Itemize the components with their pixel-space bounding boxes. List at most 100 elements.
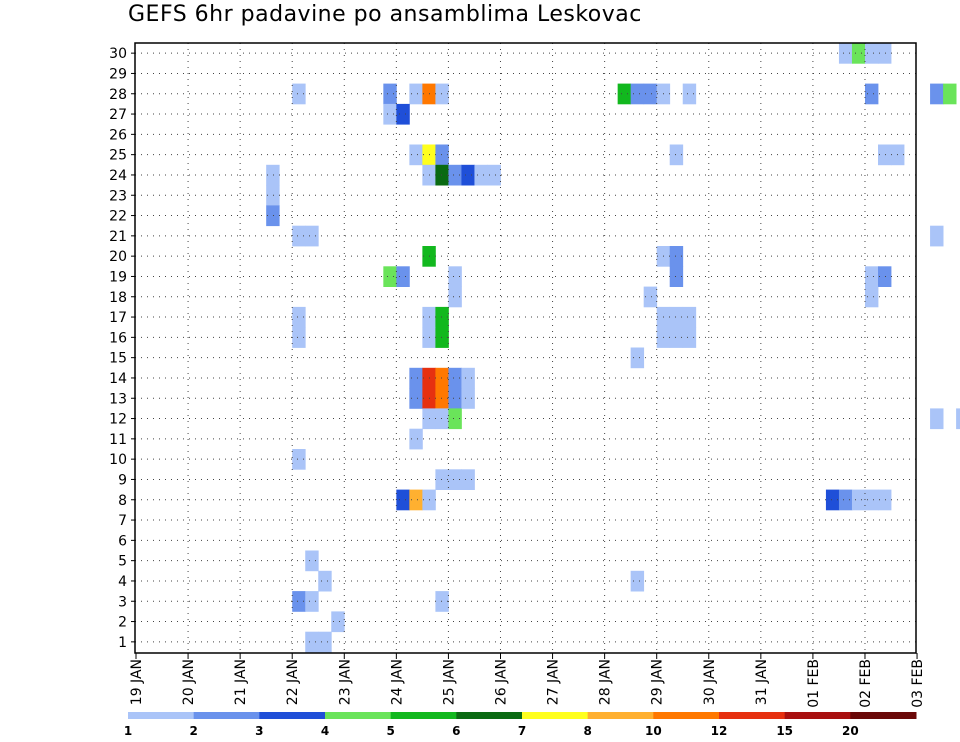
y-tick-label: 28 — [109, 87, 127, 103]
x-tick-label: 25 JAN — [441, 659, 457, 705]
y-tick-label: 6 — [118, 533, 127, 549]
heatmap-cell — [318, 570, 332, 592]
heatmap-cell — [864, 489, 879, 511]
y-tick-label: 21 — [109, 229, 127, 245]
heatmap-cell — [448, 388, 462, 409]
heatmap-cell — [461, 469, 475, 490]
heatmap-cell — [292, 449, 306, 470]
heatmap-cell — [305, 550, 319, 572]
heatmap-cell — [305, 631, 319, 653]
heatmap-cell — [825, 489, 840, 511]
heatmap-cell — [435, 388, 449, 409]
heatmap-cell — [383, 103, 397, 125]
x-axis: 19 JAN 20 JAN 21 JAN 22 JAN 23 JAN 24 JAN 25 J… — [129, 653, 926, 708]
y-tick-label: 17 — [109, 310, 127, 326]
heatmap-cell — [435, 306, 449, 328]
heatmap-cell — [305, 225, 319, 247]
heatmap-cell — [409, 489, 423, 511]
y-axis: 1234567891011121314151617181920212223242… — [109, 46, 135, 651]
colorbar-label: 12 — [711, 724, 728, 738]
heatmap-cell — [630, 347, 645, 369]
heatmap-cell — [617, 83, 632, 105]
heatmap-cell — [305, 591, 319, 612]
colorbar-label: 3 — [255, 724, 263, 738]
colorbar-segment — [390, 712, 457, 719]
heatmap-cell — [682, 83, 697, 105]
colorbar-segment — [719, 712, 786, 719]
colorbar-label: 8 — [583, 724, 591, 738]
y-tick-label: 22 — [109, 209, 127, 225]
y-tick-label: 13 — [109, 391, 127, 407]
grid-lines — [135, 43, 916, 653]
heatmap-cell — [409, 428, 423, 450]
x-tick-label: 20 JAN — [181, 659, 197, 705]
colorbar-label: 7 — [518, 724, 526, 738]
heatmap-cell — [878, 489, 892, 511]
heatmap-cell — [435, 327, 449, 348]
y-tick-label: 3 — [118, 594, 127, 610]
heatmap-cell — [292, 327, 306, 348]
y-tick-label: 18 — [109, 290, 127, 306]
colorbar-segment — [259, 712, 326, 719]
colorbar-label: 20 — [842, 724, 859, 738]
colorbar: 1 2 3 4 5 6 7 8 10 12 15 20 — [124, 712, 917, 738]
x-tick-label: 21 JAN — [233, 659, 249, 705]
heatmap-cell — [435, 367, 449, 389]
heatmap-cell — [448, 367, 462, 389]
y-tick-label: 23 — [109, 188, 127, 204]
heatmap-cell — [292, 83, 306, 105]
heatmap-cell — [435, 83, 449, 105]
x-tick-label: 01 FEB — [806, 659, 822, 708]
y-tick-label: 27 — [109, 107, 127, 123]
x-tick-label: 03 FEB — [910, 659, 926, 708]
heatmap-cell — [292, 225, 306, 247]
y-tick-label: 30 — [109, 46, 127, 62]
colorbar-segment — [850, 712, 917, 719]
heatmap-cell — [448, 469, 462, 490]
x-tick-label: 30 JAN — [702, 659, 718, 705]
colorbar-segment — [128, 712, 195, 719]
plot-frame — [134, 42, 917, 654]
x-tick-label: 31 JAN — [754, 659, 770, 705]
heatmap-cell — [669, 144, 684, 166]
colorbar-label: 10 — [645, 724, 662, 738]
colorbar-segment — [784, 712, 851, 719]
x-tick-label: 26 JAN — [494, 659, 510, 705]
y-tick-label: 8 — [118, 493, 127, 509]
heatmap-cell — [669, 327, 684, 348]
colorbar-segment — [653, 712, 720, 719]
y-tick-label: 10 — [109, 452, 127, 468]
colorbar-label: 2 — [189, 724, 197, 738]
y-tick-label: 24 — [109, 168, 127, 184]
y-tick-label: 25 — [109, 148, 127, 164]
heatmap-cell — [292, 591, 306, 612]
colorbar-label: 4 — [321, 724, 329, 738]
heatmap-cell — [878, 266, 892, 287]
heatmap-cell — [448, 266, 462, 287]
heatmap-cell — [669, 246, 684, 267]
y-tick-label: 12 — [109, 412, 127, 428]
x-tick-label: 28 JAN — [598, 659, 614, 705]
colorbar-segment — [522, 712, 589, 719]
heatmap-cell — [878, 144, 892, 166]
heatmap-cell — [864, 43, 879, 64]
heatmap-cell — [292, 306, 306, 328]
y-tick-label: 20 — [109, 249, 127, 265]
heatmap-cell — [409, 388, 423, 409]
x-tick-label: 24 JAN — [389, 659, 405, 705]
heatmap-cell — [669, 306, 684, 328]
x-tick-label: 27 JAN — [546, 659, 562, 705]
heatmap-cell — [448, 286, 462, 308]
heatmap-cell — [864, 286, 879, 308]
heatmap-cell — [930, 83, 944, 105]
heatmap-cell — [383, 83, 397, 105]
colorbar-segment — [456, 712, 523, 719]
y-tick-label: 15 — [109, 351, 127, 367]
heatmap-cell — [956, 408, 960, 430]
heatmap-cell — [461, 164, 475, 186]
heatmap-cell — [331, 611, 345, 633]
colorbar-label: 1 — [124, 724, 132, 738]
heatmap-cell — [461, 367, 475, 389]
heatmap-cell — [643, 83, 658, 105]
